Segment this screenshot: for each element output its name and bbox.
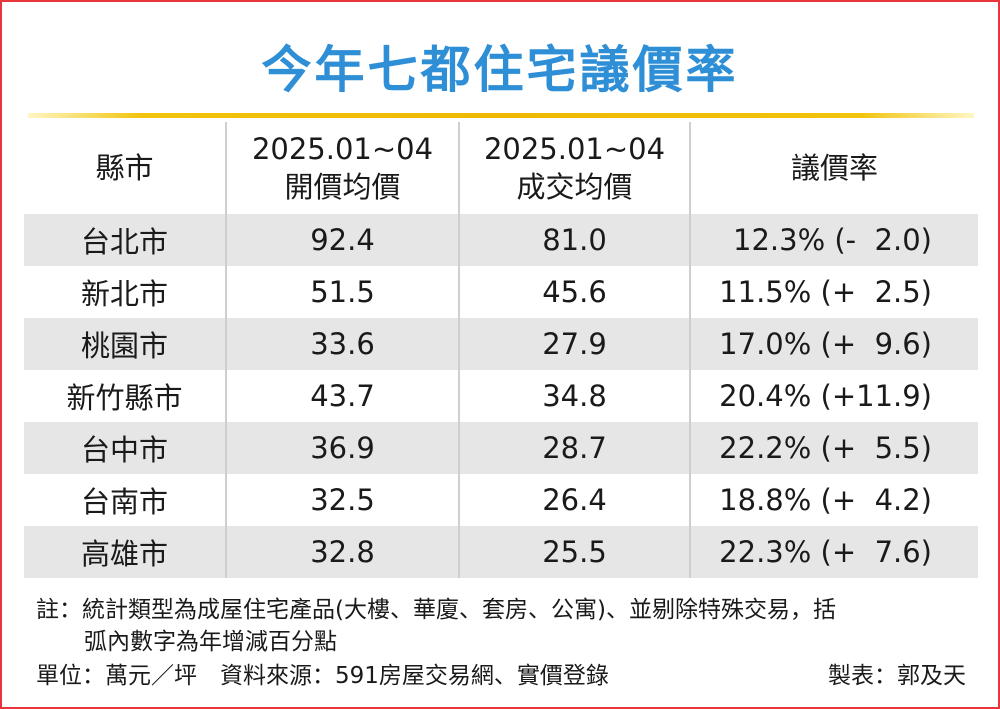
ask-price-cell: 92.4 — [225, 214, 458, 266]
title-underline-bar — [28, 113, 974, 118]
table-row: 台南市 32.5 26.4 18.8% (+ 4.2) — [24, 474, 978, 526]
city-cell: 台北市 — [80, 225, 168, 259]
ask-price-cell: 43.7 — [225, 370, 458, 422]
header-city-label: 縣市 — [95, 151, 154, 185]
city-cell: 桃園市 — [80, 329, 168, 363]
bargain-rate-cell: 20.4% (+11.9) — [689, 370, 978, 422]
header-bargain-rate: 議價率 — [689, 122, 978, 214]
deal-price-cell: 28.7 — [458, 422, 689, 474]
bargain-rate-cell: 17.0% (+ 9.6) — [689, 318, 978, 370]
deal-price-cell: 45.6 — [458, 266, 689, 318]
deal-price-cell: 26.4 — [458, 474, 689, 526]
header-ask-label: 開價均價 — [284, 170, 401, 204]
bargain-rate-cell: 11.5% (+ 2.5) — [689, 266, 978, 318]
unit-source-note: 單位：萬元／坪 資料來源：591房屋交易網、實價登錄 — [36, 663, 609, 689]
deal-price-cell: 27.9 — [458, 318, 689, 370]
table-header-row: 縣市 2025.01~04 開價均價 2025.01~04 成交均價 議價率 — [24, 122, 978, 214]
header-deal-label: 成交均價 — [516, 170, 633, 204]
table-row: 高雄市 32.8 25.5 22.3% (+ 7.6) — [24, 526, 978, 578]
table-row: 台北市 92.4 81.0 12.3% (- 2.0) — [24, 214, 978, 266]
header-ask-price: 2025.01~04 開價均價 — [225, 122, 458, 214]
city-cell: 新竹縣市 — [66, 381, 183, 415]
city-cell: 新北市 — [80, 277, 168, 311]
bargain-rate-cell: 22.3% (+ 7.6) — [689, 526, 978, 578]
ask-price-cell: 32.8 — [225, 526, 458, 578]
table-row: 新竹縣市 43.7 34.8 20.4% (+11.9) — [24, 370, 978, 422]
header-deal-period: 2025.01~04 — [483, 132, 666, 166]
table-row: 新北市 51.5 45.6 11.5% (+ 2.5) — [24, 266, 978, 318]
footnote-line-2: 弧內數字為年增減百分點 — [84, 629, 337, 655]
bargain-rate-cell: 22.2% (+ 5.5) — [689, 422, 978, 474]
header-rate-label: 議價率 — [790, 151, 878, 185]
footnote-line-1: 註：統計類型為成屋住宅產品(大樓、華廈、套房、公寓)、並剔除特殊交易，括 — [36, 597, 836, 623]
data-table: 縣市 2025.01~04 開價均價 2025.01~04 成交均價 議價率 台… — [24, 122, 978, 578]
ask-price-cell: 51.5 — [225, 266, 458, 318]
ask-price-cell: 36.9 — [225, 422, 458, 474]
ask-price-cell: 33.6 — [225, 318, 458, 370]
chart-title: 今年七都住宅議價率 — [261, 41, 739, 99]
city-cell: 台中市 — [80, 433, 168, 467]
table-body: 台北市 92.4 81.0 12.3% (- 2.0) 新北市 51.5 45.6 11.5%… — [24, 214, 978, 578]
table-row: 台中市 36.9 28.7 22.2% (+ 5.5) — [24, 422, 978, 474]
city-cell: 高雄市 — [80, 537, 168, 571]
credit-note: 製表：郭及天 — [828, 663, 966, 689]
deal-price-cell: 81.0 — [458, 214, 689, 266]
ask-price-cell: 32.5 — [225, 474, 458, 526]
table-row: 桃園市 33.6 27.9 17.0% (+ 9.6) — [24, 318, 978, 370]
header-city: 縣市 — [24, 122, 225, 214]
header-deal-price: 2025.01~04 成交均價 — [458, 122, 689, 214]
deal-price-cell: 25.5 — [458, 526, 689, 578]
city-cell: 台南市 — [80, 485, 168, 519]
bargain-rate-cell: 12.3% (- 2.0) — [689, 214, 978, 266]
deal-price-cell: 34.8 — [458, 370, 689, 422]
bargain-rate-cell: 18.8% (+ 4.2) — [689, 474, 978, 526]
header-ask-period: 2025.01~04 — [251, 132, 434, 166]
